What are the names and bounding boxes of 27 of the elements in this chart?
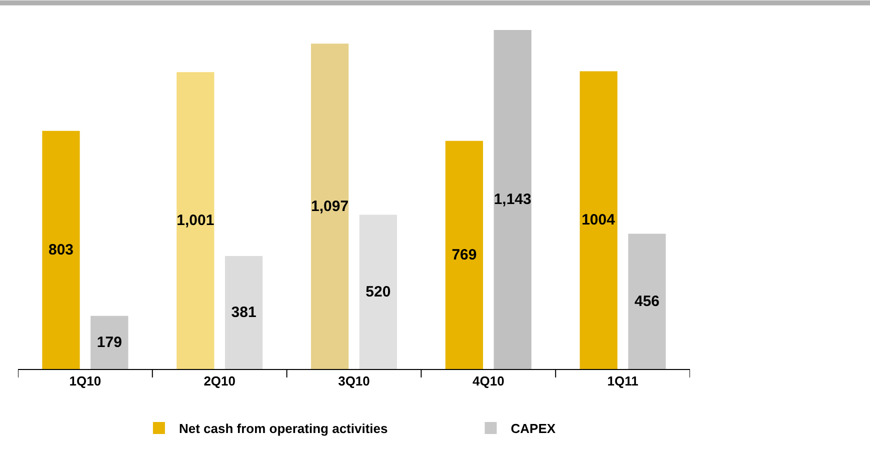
data-label: 179 (96, 334, 122, 351)
data-label: 1004 (582, 212, 616, 229)
x-tick-label: 1Q11 (607, 374, 638, 389)
legend-label: Net cash from operating activities (178, 421, 388, 436)
bar (42, 130, 80, 369)
bar (359, 214, 398, 369)
bar (224, 256, 263, 369)
legend-label: CAPEX (510, 421, 556, 436)
data-label: 769 (452, 246, 477, 264)
bar (445, 140, 484, 369)
data-label: 456 (634, 292, 660, 310)
data-label: 520 (366, 283, 391, 300)
bar (628, 234, 666, 369)
bar (310, 44, 349, 369)
x-tick-label: 4Q10 (472, 374, 504, 389)
bar (494, 30, 532, 369)
data-label: 1,097 (311, 198, 349, 215)
data-label: 381 (231, 304, 256, 321)
data-label: 1,143 (494, 191, 532, 208)
data-label: 1,001 (176, 212, 214, 230)
bar (90, 316, 128, 369)
x-tick-label: 2Q10 (204, 374, 236, 389)
bar (580, 71, 618, 369)
x-tick-label: 1Q10 (69, 374, 102, 389)
bar (176, 72, 214, 369)
data-label: 803 (48, 241, 74, 258)
x-tick-label: 3Q10 (338, 374, 370, 389)
